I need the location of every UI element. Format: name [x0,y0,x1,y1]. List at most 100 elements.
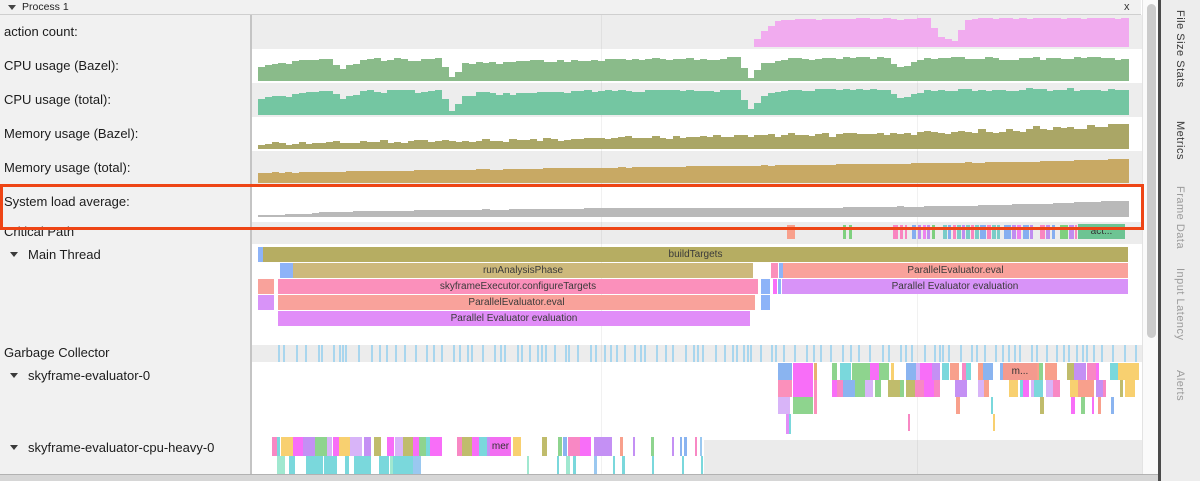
collapse-icon[interactable] [8,5,16,10]
trace-slice[interactable] [324,456,327,474]
trace-slice[interactable] [1118,363,1127,380]
gc-tick[interactable] [905,345,907,362]
gc-tick[interactable] [939,345,941,362]
critical-path-slice[interactable] [912,225,916,239]
gc-tick[interactable] [345,345,347,362]
gc-tick[interactable] [724,345,726,362]
gc-tick[interactable] [747,345,749,362]
gc-tick[interactable] [693,345,695,362]
trace-slice[interactable] [891,363,894,380]
trace-slice[interactable] [410,456,413,474]
trace-slice[interactable] [1046,380,1053,397]
trace-slice[interactable] [527,456,529,474]
gc-tick[interactable] [333,345,335,362]
gc-tick[interactable] [934,345,936,362]
gc-tick[interactable] [537,345,539,362]
gc-tick[interactable] [715,345,717,362]
trace-slice[interactable] [362,456,371,474]
critical-path-slice[interactable] [1017,225,1021,239]
trace-slice[interactable] [778,363,792,380]
trace-slice[interactable] [934,380,940,397]
gc-tick[interactable] [278,345,280,362]
trace-slice[interactable] [403,437,408,456]
gc-tick[interactable] [504,345,506,362]
gc-tick[interactable] [900,345,902,362]
gc-tick[interactable] [806,345,808,362]
critical-path-slice[interactable] [923,225,926,239]
trace-slice[interactable] [566,456,570,474]
trace-slice[interactable] [932,363,940,380]
trace-slice[interactable] [374,437,381,456]
gc-tick[interactable] [616,345,618,362]
gc-tick[interactable] [976,345,978,362]
gc-tick[interactable] [1008,345,1010,362]
trace-slice[interactable] [924,380,934,397]
gc-tick[interactable] [482,345,484,362]
critical-path-slice[interactable] [1004,225,1011,239]
trace-slice[interactable] [350,437,362,456]
critical-path-slice[interactable] [1075,225,1077,239]
gc-tick[interactable] [960,345,962,362]
gc-tick[interactable] [665,345,667,362]
gc-tick[interactable] [595,345,597,362]
trace-slice[interactable] [387,437,394,456]
tab-input-latency[interactable]: Input Latency [1174,268,1186,341]
vertical-scrollbar[interactable] [1142,0,1158,474]
trace-slice[interactable] [277,437,280,456]
gc-tick[interactable] [467,345,469,362]
gc-tick[interactable] [743,345,745,362]
counter-track-cpu-usage-bazel-[interactable] [258,51,1129,81]
slice[interactable] [280,263,293,278]
critical-path-slice[interactable] [957,225,961,239]
gc-tick[interactable] [1019,345,1021,362]
timeline-canvas[interactable]: act... buildTargets runAnalysisPhase Parall… [252,15,1142,474]
expand-icon[interactable] [10,445,18,450]
gc-tick[interactable] [453,345,455,362]
trace-slice[interactable] [1081,397,1085,414]
gc-tick[interactable] [1046,345,1048,362]
trace-slice[interactable] [701,456,703,474]
trace-slice[interactable] [580,437,591,456]
gc-tick[interactable] [640,345,642,362]
gc-tick[interactable] [1124,345,1126,362]
gc-tick[interactable] [459,345,461,362]
trace-slice[interactable] [1070,380,1078,397]
trace-slice[interactable] [695,437,697,456]
trace-slice[interactable] [604,437,612,456]
critical-path-slice[interactable] [948,225,951,239]
trace-slice[interactable] [1045,363,1057,380]
slice[interactable] [761,279,770,294]
gc-tick[interactable] [433,345,435,362]
trace-slice[interactable] [1103,380,1106,397]
gc-tick[interactable] [426,345,428,362]
trace-slice[interactable] [814,397,817,414]
gc-tick[interactable] [820,345,822,362]
trace-slice[interactable] [855,380,865,397]
gc-tick[interactable] [339,345,341,362]
trace-slice[interactable] [272,437,277,456]
gc-tick[interactable] [736,345,738,362]
gc-tick[interactable] [644,345,646,362]
trace-slice[interactable] [684,437,687,456]
trace-slice[interactable] [680,437,682,456]
trace-slice[interactable] [1040,397,1044,414]
gc-tick[interactable] [590,345,592,362]
gc-tick[interactable] [554,345,556,362]
trace-slice[interactable] [1074,363,1086,380]
trace-slice[interactable] [315,437,327,456]
slice-buildtargets[interactable]: buildTargets [263,247,1128,262]
trace-slice[interactable] [558,437,562,456]
gc-tick[interactable] [624,345,626,362]
trace-slice[interactable] [293,437,303,456]
trace-slice[interactable] [457,437,462,456]
expand-icon[interactable] [10,373,18,378]
gc-tick[interactable] [1086,345,1088,362]
trace-slice[interactable] [1127,363,1139,380]
trace-slice[interactable] [419,437,426,456]
gc-tick[interactable] [911,345,913,362]
trace-slice[interactable] [563,437,567,456]
gc-tick[interactable] [305,345,307,362]
slice[interactable] [773,279,777,294]
critical-path-slice[interactable] [1060,225,1068,239]
trace-slice[interactable] [1092,397,1094,414]
